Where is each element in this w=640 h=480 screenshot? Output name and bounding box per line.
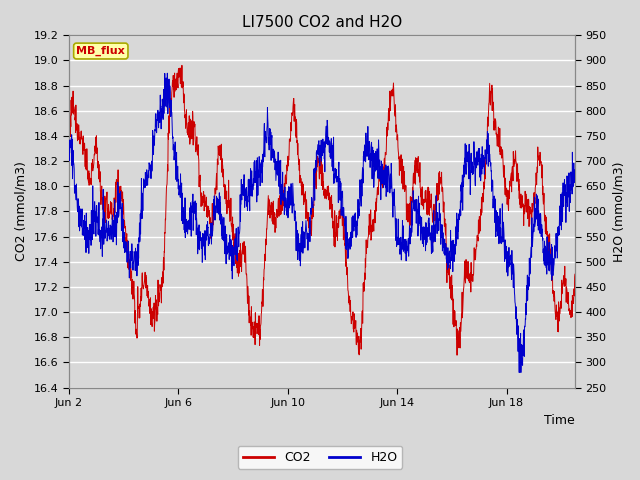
- Legend: CO2, H2O: CO2, H2O: [237, 446, 403, 469]
- Title: LI7500 CO2 and H2O: LI7500 CO2 and H2O: [242, 15, 402, 30]
- Y-axis label: CO2 (mmol/m3): CO2 (mmol/m3): [15, 162, 28, 262]
- Y-axis label: H2O (mmol/m3): H2O (mmol/m3): [612, 161, 625, 262]
- Text: MB_flux: MB_flux: [76, 46, 125, 56]
- X-axis label: Time: Time: [544, 414, 575, 427]
